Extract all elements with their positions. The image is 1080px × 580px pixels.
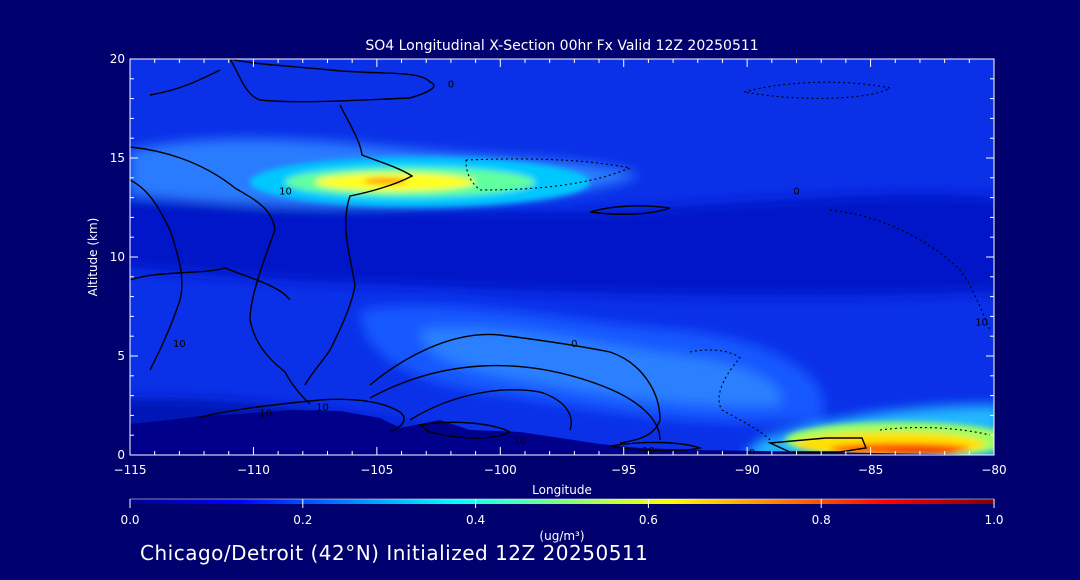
- y-tick-label: 5: [117, 349, 125, 363]
- contour-dotted-east-mid: [829, 209, 991, 331]
- y-axis: 0 5 10 15 20: [110, 52, 994, 462]
- y-tick-label: 15: [110, 151, 125, 165]
- colorbar: [130, 499, 994, 504]
- chart-title: SO4 Longitudinal X-Section 00hr Fx Valid…: [365, 38, 758, 54]
- x-axis-label: Longitude: [532, 483, 592, 497]
- colorbar-tick-label: 0.8: [812, 513, 831, 527]
- x-tick-label: −80: [981, 463, 1006, 477]
- contour-high-band-east: [589, 205, 671, 216]
- x-tick-label: −90: [734, 463, 759, 477]
- contour-west-low: [130, 267, 291, 301]
- contour-dotted-mid: [689, 349, 771, 441]
- contour-label: 10: [316, 402, 329, 413]
- x-tick-label: −85: [858, 463, 883, 477]
- y-tick-label: 0: [117, 448, 125, 462]
- colorbar-ticks: 0.0 0.2 0.4 0.6 0.8 1.0: [120, 499, 1004, 527]
- colorbar-tick-label: 1.0: [984, 513, 1003, 527]
- heatmap-mid-lighter: [420, 327, 782, 406]
- terrain-mask: [130, 410, 994, 455]
- contour-upper-main: [130, 146, 311, 405]
- heatmap-plot-area: [130, 59, 994, 455]
- contour-plume-edge: [304, 104, 414, 386]
- contour-label: 10: [279, 187, 292, 198]
- y-axis-label: Altitude (km): [86, 218, 100, 297]
- x-tick-label: −105: [360, 463, 393, 477]
- contour-low-wavy: [199, 398, 405, 433]
- contour-west-inner: [130, 179, 183, 371]
- colorbar-tick-label: 0.6: [639, 513, 658, 527]
- contour-mid-arc: [369, 333, 661, 444]
- x-tick-label: −110: [237, 463, 270, 477]
- contour-label: 0: [571, 339, 577, 350]
- x-tick-label: −95: [611, 463, 636, 477]
- contour-label: 0: [448, 80, 454, 91]
- y-tick-label: 10: [110, 250, 125, 264]
- colorbar-tick-label: 0.4: [466, 513, 485, 527]
- x-axis: −115 −110 −105 −100 −95 −90 −85 −80: [114, 59, 1007, 477]
- contour-dotted-lines: [465, 81, 991, 441]
- contour-label: 10: [173, 339, 186, 350]
- x-tick-label: −115: [114, 463, 147, 477]
- contour-label: 10: [259, 408, 272, 419]
- y-tick-label: 20: [110, 52, 125, 66]
- footer-caption: Chicago/Detroit (42°N) Initialized 12Z 2…: [140, 541, 649, 565]
- contour-label: 0: [749, 448, 755, 459]
- contour-label: 10: [514, 436, 527, 447]
- colorbar-tick-label: 0.0: [120, 513, 139, 527]
- contour-mid-inner: [409, 389, 572, 431]
- contour-dotted-low-east: [879, 426, 991, 436]
- contour-lines: [130, 59, 867, 453]
- contour-label: 0: [793, 187, 799, 198]
- contour-west-secondary: [149, 69, 221, 96]
- contour-top-loop: [229, 59, 435, 103]
- contour-label: 10: [975, 317, 988, 328]
- contour-low-lens: [418, 421, 512, 439]
- contour-central-low: [369, 364, 661, 441]
- colorbar-units: (ug/m³): [539, 529, 584, 543]
- colorbar-tick-label: 0.2: [293, 513, 312, 527]
- contour-dotted-east-top: [743, 81, 892, 99]
- x-tick-label: −100: [484, 463, 517, 477]
- contour-surface-lens: [609, 441, 703, 452]
- contour-east-box: [767, 437, 867, 453]
